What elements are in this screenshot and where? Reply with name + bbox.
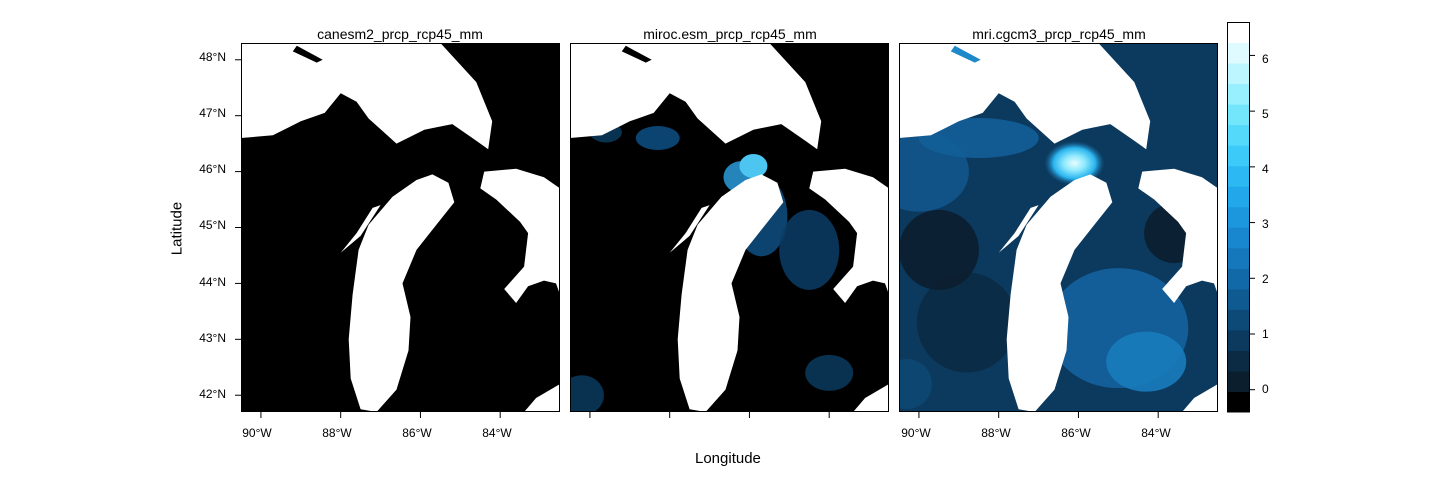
lake-erie [853,384,889,412]
lake-michigan [1006,174,1113,412]
isle-royale [621,45,652,63]
colorbar-step [1227,329,1250,351]
colorbar-step [1227,370,1250,392]
y-tick-42: 42°N [199,387,226,401]
x-tick-p1-84w: 84°W [482,426,512,440]
lake-superior [899,43,1151,150]
colorbar-step [1227,227,1250,249]
precip-patch [570,375,604,412]
colorbar-step [1227,247,1250,269]
colorbar-tick-0: 0 [1262,382,1269,396]
x-tick-p3-84w: 84°W [1141,426,1171,440]
lake-huron [1138,168,1218,340]
lake-erie [524,384,560,412]
green-bay [998,205,1039,253]
colorbar-step [1227,22,1250,44]
y-tick-43: 43°N [199,331,226,345]
y-tick-48: 48°N [199,50,226,64]
precip-patch [916,272,1017,373]
colorbar-step [1227,268,1250,290]
x-tick-p3-86w: 86°W [1061,426,1091,440]
panel-frame [241,43,560,412]
colorbar-step [1227,42,1250,64]
colorbar-step [1227,145,1250,167]
precip-hotspot [1044,141,1105,186]
panel-frame [570,43,889,412]
colorbar-step [1227,309,1250,331]
precip-patch [899,209,979,290]
colorbar-tick-2: 2 [1262,272,1269,286]
x-axis-label: Longitude [695,450,761,467]
y-tick-46: 46°N [199,162,226,176]
precip-patch [635,126,680,151]
precip-patch [918,118,1039,159]
green-bay [340,205,381,253]
lake-superior [570,43,822,150]
colorbar-step [1227,186,1250,208]
colorbar-step [1227,288,1250,310]
precip-patch [1106,331,1187,392]
y-tick-44: 44°N [199,275,226,289]
colorbar-step [1227,391,1250,413]
x-tick-p3-88w: 88°W [981,426,1011,440]
panel-3 [899,43,1218,412]
lake-huron [480,168,560,340]
panel-title-1: canesm2_prcp_rcp45_mm [317,26,483,42]
colorbar-step [1227,83,1250,105]
isle-royale [292,45,323,63]
colorbar-tick-4: 4 [1262,162,1269,176]
panel-2 [570,43,889,412]
isle-royale [950,45,981,63]
precip-patch [899,359,932,410]
x-tick-p1-86w: 86°W [402,426,432,440]
lake-huron [809,168,889,340]
panel-title-2: miroc.esm_prcp_rcp45_mm [643,26,817,42]
x-tick-p3-90w: 90°W [901,426,931,440]
colorbar-step [1227,165,1250,187]
colorbar-step [1227,350,1250,372]
colorbar-step [1227,206,1250,228]
colorbar-frame [1227,22,1250,412]
colorbar-tick-6: 6 [1262,52,1269,66]
colorbar-step [1227,63,1250,85]
x-tick-p1-90w: 90°W [242,426,272,440]
y-tick-47: 47°N [199,106,226,120]
panel-1 [241,43,560,412]
y-tick-45: 45°N [199,218,226,232]
colorbar-step [1227,124,1250,146]
colorbar-tick-1: 1 [1262,327,1269,341]
green-bay [669,205,710,253]
x-tick-p1-88w: 88°W [322,426,352,440]
lake-michigan [677,174,784,412]
colorbar-step [1227,104,1250,126]
lake-erie [1182,384,1218,412]
colorbar-tick-3: 3 [1262,217,1269,231]
lake-michigan [348,174,455,412]
panel-title-3: mri.cgcm3_prcp_rcp45_mm [972,26,1146,42]
lake-superior [241,43,493,150]
precip-patch [779,209,840,290]
precip-patch-high [739,154,768,178]
colorbar-tick-5: 5 [1262,107,1269,121]
panel-frame [899,43,1218,412]
precip-patch [805,354,854,391]
